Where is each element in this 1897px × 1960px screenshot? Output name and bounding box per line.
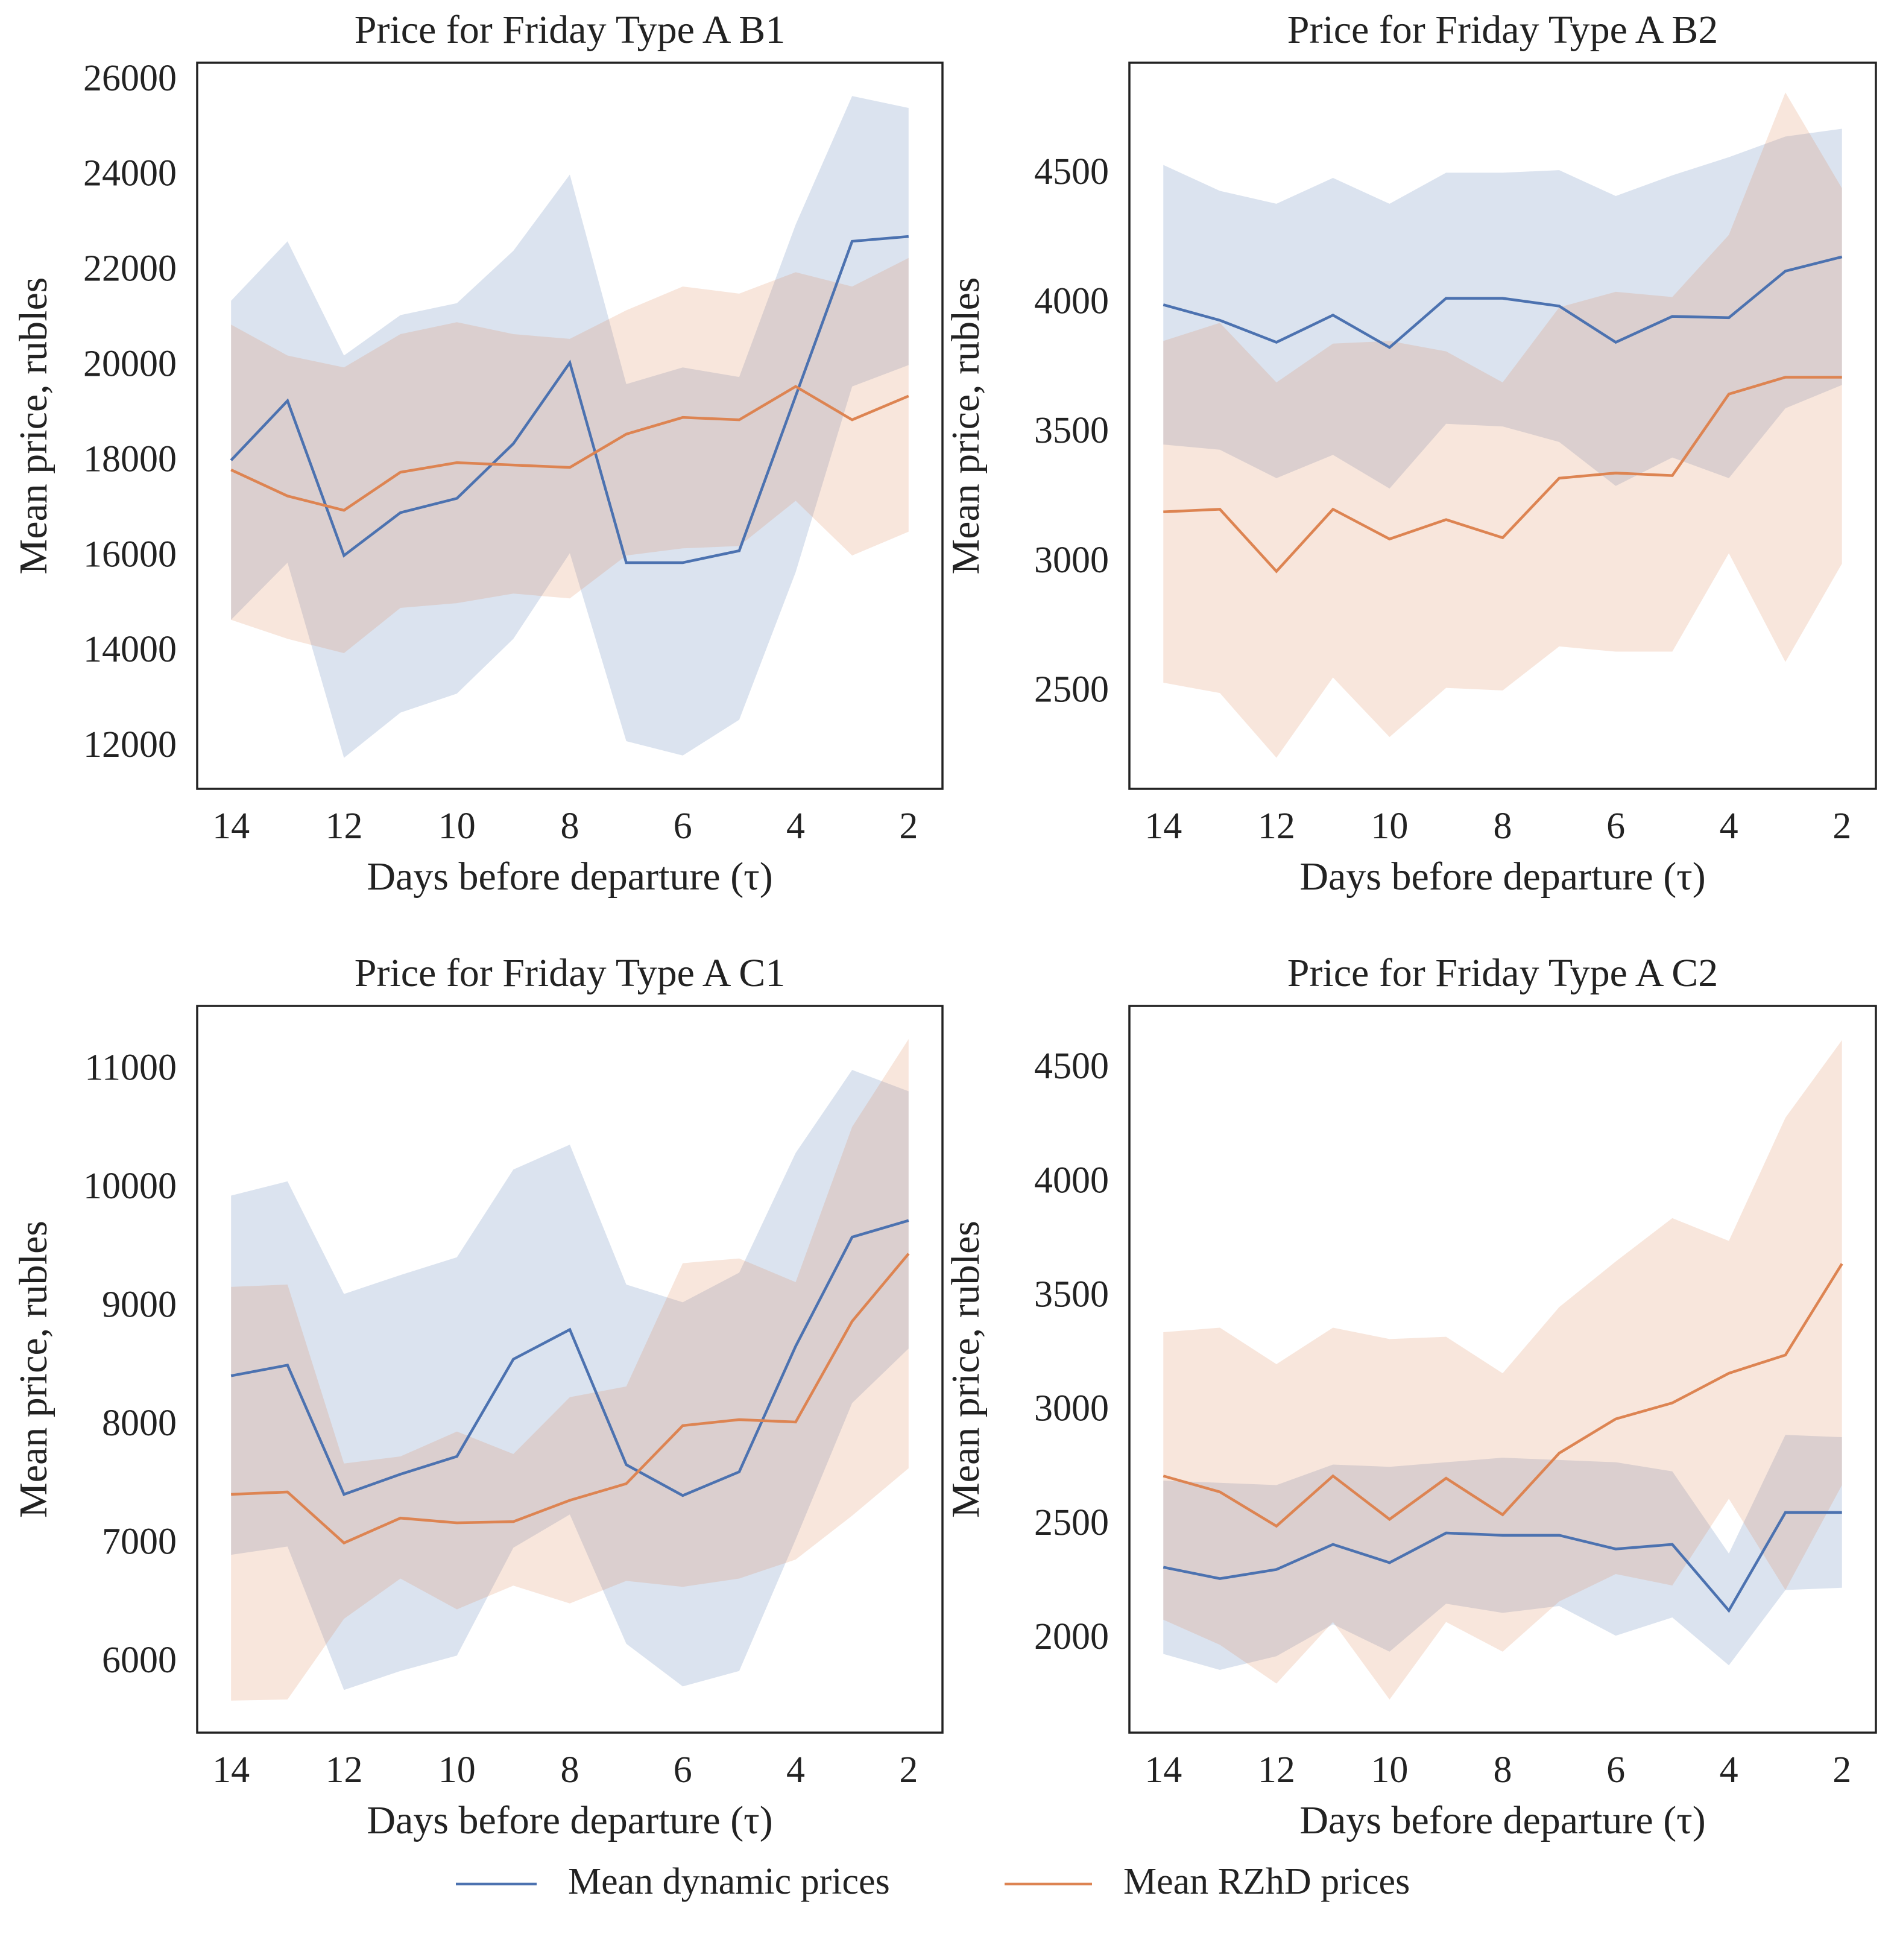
x-tick-label: 10: [438, 1750, 476, 1791]
mean-line: [1163, 1263, 1843, 1528]
confidence-band: [231, 258, 909, 653]
x-tick-label: 10: [1371, 806, 1408, 847]
x-tick-label: 6: [674, 1750, 692, 1791]
y-axis-label: Mean price, rubles: [11, 1221, 55, 1518]
plot-frame: [196, 62, 944, 790]
y-tick-label: 2500: [1034, 669, 1109, 710]
y-tick-label: 22000: [83, 248, 177, 289]
subplot: Price for Friday Type A C2 Days before de…: [944, 951, 1877, 1842]
mean-line: [1163, 255, 1843, 349]
y-tick-label: 3000: [1034, 1388, 1109, 1429]
y-tick-label: 20000: [83, 344, 177, 385]
confidence-band: [231, 1039, 909, 1701]
y-tick-label: 9000: [102, 1284, 177, 1325]
y-tick-label: 14000: [83, 629, 177, 670]
y-tick-label: 10000: [83, 1166, 177, 1207]
x-tick-label: 6: [1606, 1750, 1625, 1791]
x-axis-label: Days before departure (τ): [367, 1798, 772, 1842]
x-tick-label: 2: [1832, 1750, 1851, 1791]
plot-frame: [1128, 62, 1877, 790]
y-tick-label: 16000: [83, 534, 177, 575]
chart-title: Price for Friday Type A B2: [1287, 8, 1719, 52]
y-tick-label: 12000: [83, 724, 177, 765]
x-axis-label: Days before departure (τ): [1299, 855, 1705, 899]
y-tick-label: 3500: [1034, 1274, 1109, 1315]
y-tick-label: 2000: [1034, 1616, 1109, 1657]
confidence-band: [231, 1070, 909, 1690]
y-tick-label: 3000: [1034, 540, 1109, 581]
y-axis-label: Mean price, rubles: [944, 277, 988, 575]
x-tick-label: 4: [1720, 806, 1738, 847]
confidence-band: [1163, 1435, 1842, 1670]
x-tick-label: 14: [1144, 1750, 1182, 1791]
x-tick-label: 6: [674, 806, 692, 847]
x-tick-label: 12: [325, 806, 362, 847]
x-axis-label: Days before departure (τ): [367, 855, 772, 899]
y-tick-label: 26000: [83, 58, 177, 99]
plot-frame: [196, 1005, 944, 1734]
y-tick-label: 24000: [83, 153, 177, 194]
x-tick-label: 14: [212, 806, 250, 847]
y-tick-label: 18000: [83, 438, 177, 479]
mean-line: [230, 235, 909, 564]
mean-line: [231, 1253, 910, 1545]
subplot: Price for Friday Type A B2 Days before de…: [944, 8, 1877, 899]
confidence-band: [1163, 128, 1842, 489]
mean-line: [1163, 1511, 1842, 1613]
chart-title: Price for Friday Type A C2: [1287, 951, 1719, 995]
x-tick-label: 12: [1258, 806, 1295, 847]
legend: Mean dynamic prices Mean RZhD prices: [456, 1861, 1410, 1902]
x-tick-label: 8: [561, 1750, 579, 1791]
y-tick-label: 8000: [102, 1403, 177, 1444]
y-tick-label: 4500: [1034, 151, 1109, 192]
mean-line: [230, 1219, 909, 1497]
x-tick-label: 6: [1606, 806, 1625, 847]
confidence-band: [231, 96, 909, 758]
y-tick-label: 7000: [102, 1522, 177, 1563]
x-tick-label: 8: [1494, 806, 1512, 847]
mean-line: [1163, 376, 1842, 574]
confidence-band: [1163, 1040, 1842, 1700]
x-tick-label: 2: [899, 806, 918, 847]
x-tick-label: 12: [1258, 1750, 1295, 1791]
x-tick-label: 14: [1144, 806, 1182, 847]
y-tick-label: 6000: [102, 1640, 177, 1681]
mean-line: [230, 385, 909, 512]
x-tick-label: 10: [438, 806, 476, 847]
plot-frame: [1128, 1005, 1877, 1734]
chart-title: Price for Friday Type A B1: [355, 8, 786, 52]
y-tick-label: 11000: [84, 1047, 177, 1088]
y-tick-label: 3500: [1034, 410, 1109, 451]
chart-title: Price for Friday Type A C1: [355, 951, 786, 995]
y-axis-label: Mean price, rubles: [11, 277, 55, 575]
x-tick-label: 10: [1371, 1750, 1408, 1791]
subplot: Price for Friday Type A C1 Days before de…: [11, 951, 944, 1842]
y-axis-label: Mean price, rubles: [944, 1221, 988, 1518]
x-tick-label: 12: [325, 1750, 362, 1791]
x-axis-label: Days before departure (τ): [1299, 1798, 1705, 1842]
x-tick-label: 14: [212, 1750, 250, 1791]
y-tick-label: 4000: [1034, 1160, 1109, 1201]
confidence-band: [1163, 92, 1842, 758]
x-tick-label: 4: [786, 806, 805, 847]
x-tick-label: 4: [786, 1750, 805, 1791]
y-tick-label: 4000: [1034, 281, 1109, 322]
x-tick-label: 2: [1832, 806, 1851, 847]
x-tick-label: 4: [1720, 1750, 1738, 1791]
legend-label: Mean dynamic prices: [568, 1861, 890, 1902]
legend-label: Mean RZhD prices: [1123, 1861, 1410, 1902]
x-tick-label: 2: [899, 1750, 918, 1791]
x-tick-label: 8: [561, 806, 579, 847]
y-tick-label: 2500: [1034, 1502, 1109, 1543]
x-tick-label: 8: [1494, 1750, 1512, 1791]
y-tick-label: 4500: [1034, 1046, 1109, 1087]
subplot: Price for Friday Type A B1 Days before de…: [11, 8, 944, 899]
